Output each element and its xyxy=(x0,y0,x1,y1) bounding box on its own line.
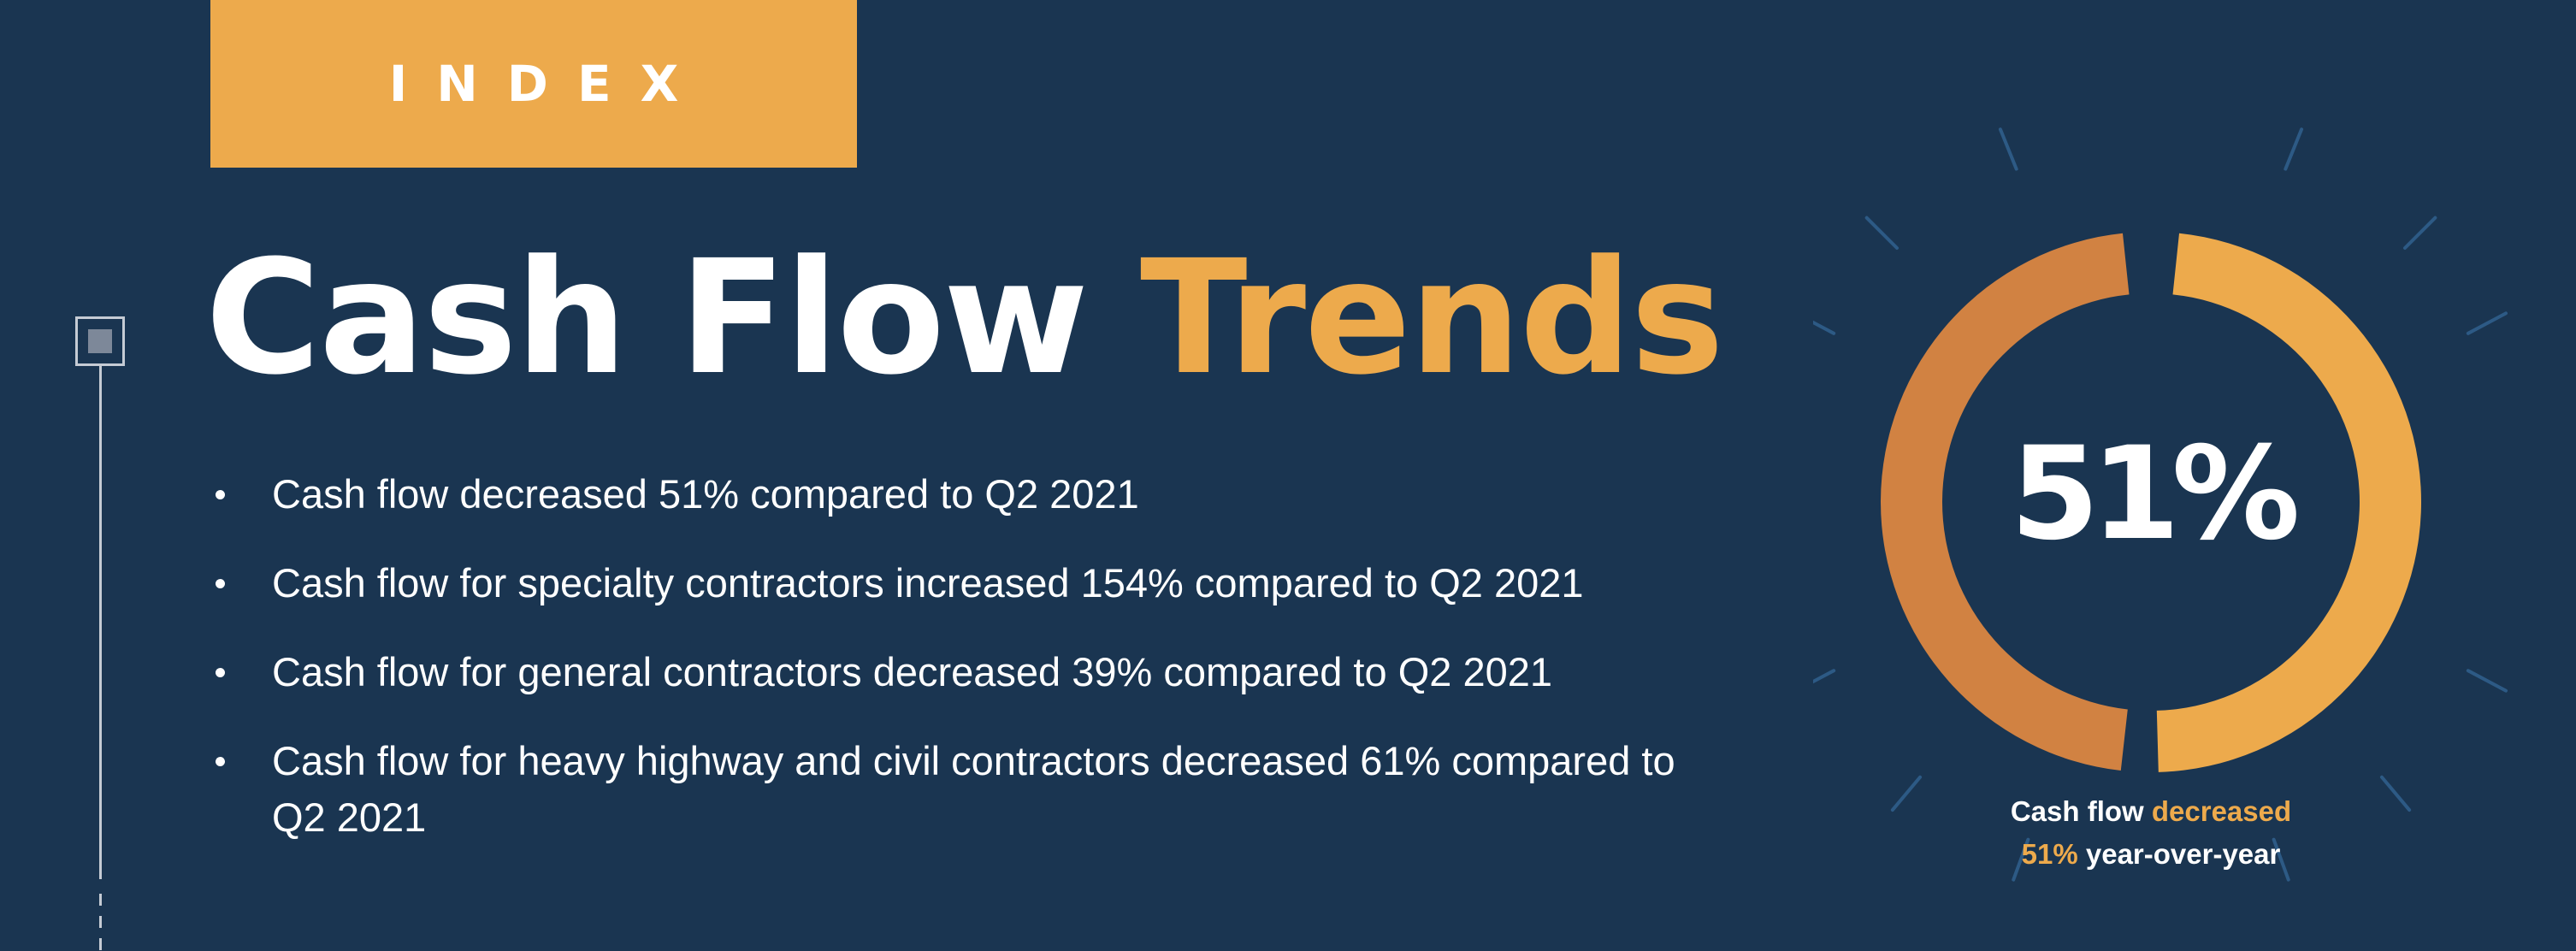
caption-highlight: decreased xyxy=(2151,795,2292,827)
decorative-ray-icons xyxy=(1813,127,2508,882)
bullet-dot-icon xyxy=(216,579,225,588)
decorative-ray xyxy=(1890,775,1923,812)
bullet-list: Cash flow decreased 51% compared to Q2 2… xyxy=(205,466,1710,878)
index-label: INDEX xyxy=(388,55,708,113)
decorative-ray xyxy=(2466,311,2508,335)
title-part-white: Cash Flow xyxy=(205,227,1089,410)
bullet-dot-icon xyxy=(216,757,225,766)
timeline-marker-icon xyxy=(75,316,125,366)
decorative-ray xyxy=(1864,216,1900,251)
timeline-line xyxy=(99,366,102,879)
donut-arc-decreased xyxy=(1881,233,2130,771)
bullet-text: Cash flow decreased 51% compared to Q2 2… xyxy=(272,471,1139,517)
caption-highlight: 51% xyxy=(2021,838,2078,870)
timeline-marker-fill xyxy=(88,329,112,353)
bullet-text: Cash flow for specialty contractors incr… xyxy=(272,560,1584,605)
donut-chart xyxy=(1813,127,2508,882)
index-banner: INDEX xyxy=(210,0,857,168)
bullet-item: Cash flow for specialty contractors incr… xyxy=(205,555,1710,611)
bullet-text: Cash flow for heavy highway and civil co… xyxy=(272,738,1675,840)
bullet-dot-icon xyxy=(216,490,225,499)
bullet-item: Cash flow for heavy highway and civil co… xyxy=(205,733,1710,846)
donut-caption: Cash flow decreased 51% year-over-year xyxy=(1882,790,2420,876)
bullet-text: Cash flow for general contractors decrea… xyxy=(272,649,1553,694)
title-part-orange: Trends xyxy=(1140,227,1724,410)
caption-text: Cash flow xyxy=(2010,795,2144,827)
donut-arc-remaining xyxy=(2156,233,2422,772)
decorative-ray xyxy=(1998,127,2018,171)
timeline-dashed-line xyxy=(99,894,102,951)
page-title: Cash Flow Trends xyxy=(205,224,1724,412)
decorative-ray xyxy=(2284,127,2304,171)
decorative-ray xyxy=(2466,669,2508,693)
donut-center-value: 51% xyxy=(2010,420,2300,569)
decorative-ray xyxy=(1813,669,1836,684)
caption-text: year-over-year xyxy=(2085,838,2281,870)
bullet-item: Cash flow decreased 51% compared to Q2 2… xyxy=(205,466,1710,523)
decorative-ray xyxy=(2012,837,2030,882)
decorative-ray xyxy=(2379,775,2412,812)
decorative-ray xyxy=(2402,216,2437,251)
decorative-ray xyxy=(2272,837,2290,882)
bullet-dot-icon xyxy=(216,668,225,677)
decorative-ray xyxy=(1813,320,1836,335)
bullet-item: Cash flow for general contractors decrea… xyxy=(205,644,1710,700)
